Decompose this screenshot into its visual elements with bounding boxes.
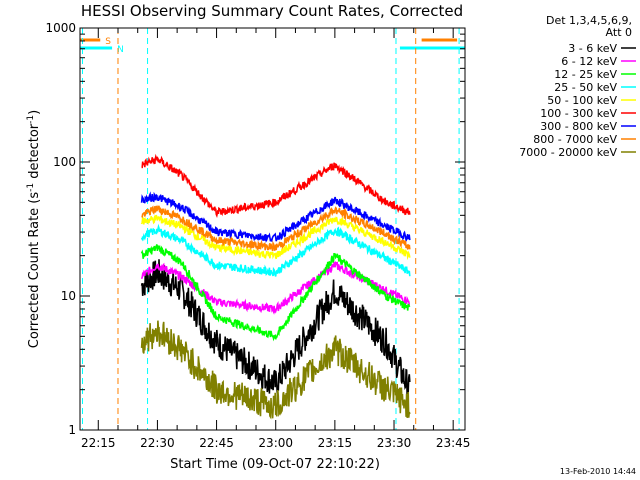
series-line [140,223,411,277]
legend-label: 7000 - 20000 keV [519,146,617,159]
series-line [140,259,411,400]
legend-header-2: Att 0 [606,26,632,39]
series-line [141,153,411,219]
y-tick-label: 1 [68,423,76,437]
y-tick-label: 10 [61,289,76,303]
series-line [141,204,411,252]
series-line [140,244,411,342]
legend-header-1: Det 1,3,4,5,6,9, [546,14,632,27]
legend-label: 100 - 300 keV [540,107,617,120]
flag-bars: SN [80,37,465,55]
y-axis: 1 10 100 1000 [45,21,465,437]
y-tick-label: 1000 [45,21,76,35]
x-axis-label: Start Time (09-Oct-07 22:10:22) [170,457,380,472]
y-tick-label: 100 [53,155,76,169]
legend-label: 3 - 6 keV [568,42,617,55]
legend-label: 300 - 800 keV [540,120,617,133]
series-layer [140,153,411,420]
y-label-sup2: -1 [26,115,36,124]
y-label-mid: detector [27,123,42,183]
legend-label: 50 - 100 keV [547,94,617,107]
plot-frame [79,27,466,431]
flag-label: S [105,37,111,47]
legend-label: 6 - 12 keV [561,55,617,68]
x-tick-label: 23:45 [436,436,471,450]
y-label-main: Corrected Count Rate (s [27,192,42,349]
x-tick-label: 22:30 [140,436,175,450]
x-tick-label: 22:15 [81,436,116,450]
flag-label: N [117,45,124,55]
chart-title: HESSI Observing Summary Count Rates, Cor… [81,2,463,20]
x-tick-label: 23:00 [258,436,293,450]
legend-label: 25 - 50 keV [554,81,617,94]
series-line [140,191,411,243]
legend-label: 12 - 25 keV [554,68,617,81]
series-line [140,320,411,420]
y-axis-label: Corrected Count Rate (s-1 detector-1) [26,110,42,348]
x-tick-label: 23:30 [377,436,412,450]
legend-label: 800 - 7000 keV [533,133,617,146]
x-axis: 22:15 22:30 22:45 23:00 23:15 23:30 23:45 [81,28,470,450]
x-tick-label: 22:45 [199,436,234,450]
y-label-end: ) [27,110,42,115]
footer-date: 13-Feb-2010 14:44 [560,467,636,476]
x-tick-label: 23:15 [318,436,353,450]
y-label-sup1: -1 [26,183,36,192]
